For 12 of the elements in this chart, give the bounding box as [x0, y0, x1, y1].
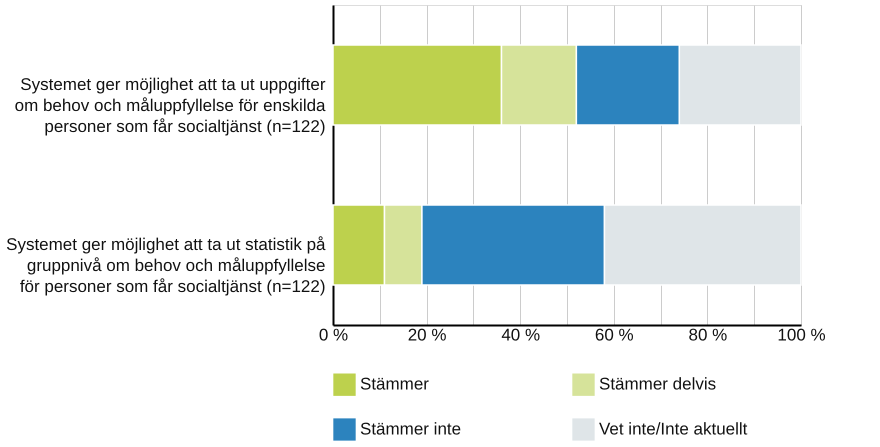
x-tick-label: 0 %: [318, 326, 348, 344]
legend-label: Stämmer inte: [360, 420, 462, 438]
legend-label: Stämmer: [360, 374, 430, 394]
x-tick-label: 80 %: [688, 326, 728, 344]
x-tick-label: 100 %: [777, 326, 826, 344]
y-tick-label: Systemet ger möjlighet att ta ut statistik på gruppnivå om behov och måluppfyllelse för personer som får socialtjänst (n=122): [6, 235, 326, 296]
legend-label: Vet inte/Inte aktuellt: [599, 420, 748, 438]
legend-label: Stämmer delvis: [599, 374, 716, 394]
x-tick-label: 40 %: [501, 326, 540, 344]
x-tick-label: 60 %: [594, 326, 634, 344]
x-tick-label: 20 %: [408, 326, 446, 344]
y-tick-label: Systemet ger möjlighet att ta ut uppgifter om behov och måluppfyllelse för enskilda personer som får socialtjänst (n=122): [14, 75, 326, 136]
